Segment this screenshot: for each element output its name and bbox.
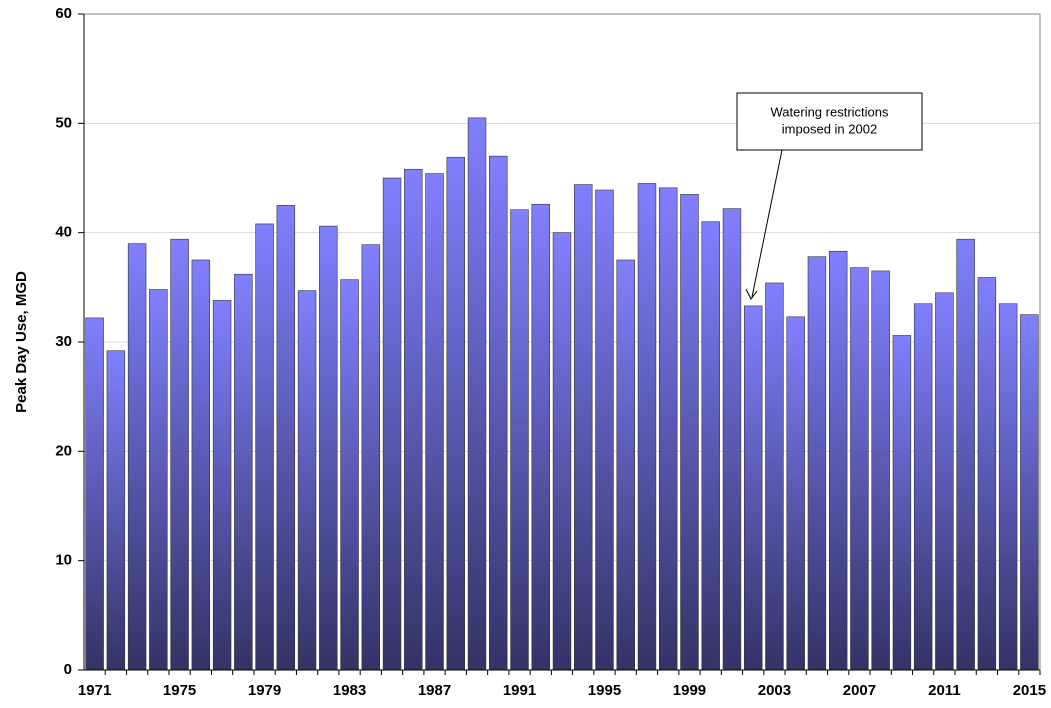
bar <box>998 303 1018 671</box>
bar <box>319 225 338 671</box>
annotation-arrowhead <box>745 288 758 300</box>
bar <box>574 184 593 671</box>
x-tick-label: 1987 <box>418 682 451 699</box>
y-tick-label: 50 <box>55 114 72 131</box>
x-tick-label: 1983 <box>333 682 366 699</box>
bar <box>446 156 466 671</box>
x-tick-label: 2015 <box>1013 682 1046 699</box>
bar <box>977 277 997 671</box>
bar <box>1020 314 1039 671</box>
bar <box>149 289 168 671</box>
x-tick-label: 2003 <box>758 682 791 699</box>
bar <box>616 259 635 671</box>
bar <box>382 177 402 671</box>
bar <box>340 279 359 671</box>
bar <box>404 168 423 671</box>
bar <box>276 205 296 671</box>
y-axis-label: Peak Day Use, MGD <box>13 271 30 413</box>
x-tick-label: 2007 <box>843 682 876 699</box>
annotation-box <box>736 92 923 151</box>
bar <box>255 223 274 671</box>
bar <box>956 238 975 671</box>
bar <box>510 209 529 671</box>
y-tick-label: 10 <box>55 552 72 569</box>
bar <box>595 189 614 671</box>
y-tick-label: 20 <box>55 442 72 459</box>
x-tick-label: 1971 <box>78 682 111 699</box>
y-tick-label: 40 <box>55 224 72 241</box>
annotation-text: Watering restrictions <box>771 104 889 119</box>
bar <box>701 221 720 671</box>
bar <box>637 183 657 671</box>
bar <box>106 350 126 671</box>
bar <box>425 173 444 671</box>
bar <box>935 292 954 671</box>
bar <box>212 300 232 671</box>
bar <box>765 282 784 671</box>
bar <box>786 316 805 671</box>
bar <box>127 243 147 671</box>
bar <box>871 270 890 671</box>
x-tick-label: 1979 <box>248 682 281 699</box>
x-tick-label: 1999 <box>673 682 706 699</box>
bar <box>467 117 487 671</box>
annotation-arrow <box>751 149 783 298</box>
bar <box>722 208 742 671</box>
bar <box>531 203 550 671</box>
bar <box>828 250 848 671</box>
bar <box>297 290 317 671</box>
bar <box>191 259 211 671</box>
bar <box>658 187 678 671</box>
bar <box>913 303 933 671</box>
y-tick-label: 0 <box>64 661 72 678</box>
x-tick-label: 2011 <box>928 682 961 699</box>
bar <box>743 305 763 671</box>
y-tick-label: 30 <box>55 333 72 350</box>
y-tick-label: 60 <box>55 5 72 22</box>
bar <box>892 335 912 671</box>
bar <box>850 267 869 671</box>
bar <box>234 273 253 671</box>
bar <box>170 238 189 671</box>
annotation-text: imposed in 2002 <box>782 121 877 136</box>
x-tick-label: 1995 <box>588 682 621 699</box>
bar <box>361 244 381 671</box>
bar <box>552 232 572 671</box>
bar <box>489 155 508 671</box>
bar <box>807 256 827 671</box>
bar <box>85 317 104 671</box>
x-tick-label: 1991 <box>503 682 536 699</box>
bar <box>680 194 699 671</box>
x-tick-label: 1975 <box>163 682 196 699</box>
